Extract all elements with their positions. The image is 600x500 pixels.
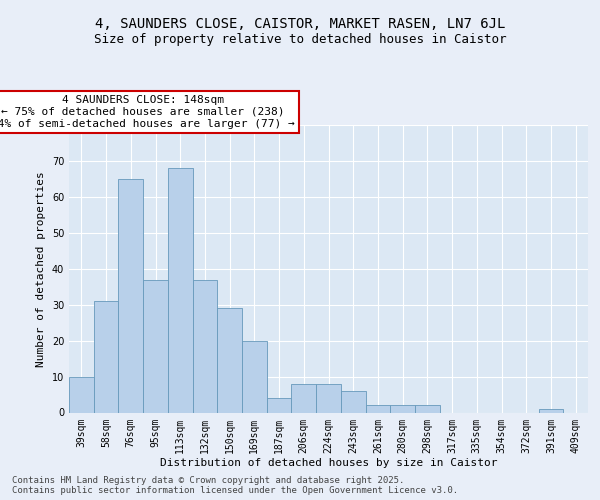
Bar (539, 409, 563, 412)
Bar (143, 280, 168, 412)
Bar (316, 384, 341, 412)
Text: Contains HM Land Registry data © Crown copyright and database right 2025.
Contai: Contains HM Land Registry data © Crown c… (12, 476, 458, 495)
Bar (193, 280, 217, 412)
Bar (118, 179, 143, 412)
Text: Size of property relative to detached houses in Caistor: Size of property relative to detached ho… (94, 32, 506, 46)
Bar (292, 384, 316, 412)
Bar (341, 391, 365, 412)
Bar (365, 406, 390, 412)
Bar (69, 376, 94, 412)
Text: 4 SAUNDERS CLOSE: 148sqm
← 75% of detached houses are smaller (238)
24% of semi-: 4 SAUNDERS CLOSE: 148sqm ← 75% of detach… (0, 96, 295, 128)
Bar (94, 301, 118, 412)
Y-axis label: Number of detached properties: Number of detached properties (36, 171, 46, 366)
Bar (217, 308, 242, 412)
Bar (415, 406, 440, 412)
Bar (267, 398, 292, 412)
Bar (242, 340, 267, 412)
Text: 4, SAUNDERS CLOSE, CAISTOR, MARKET RASEN, LN7 6JL: 4, SAUNDERS CLOSE, CAISTOR, MARKET RASEN… (95, 18, 505, 32)
X-axis label: Distribution of detached houses by size in Caistor: Distribution of detached houses by size … (160, 458, 497, 468)
Bar (168, 168, 193, 412)
Bar (390, 406, 415, 412)
